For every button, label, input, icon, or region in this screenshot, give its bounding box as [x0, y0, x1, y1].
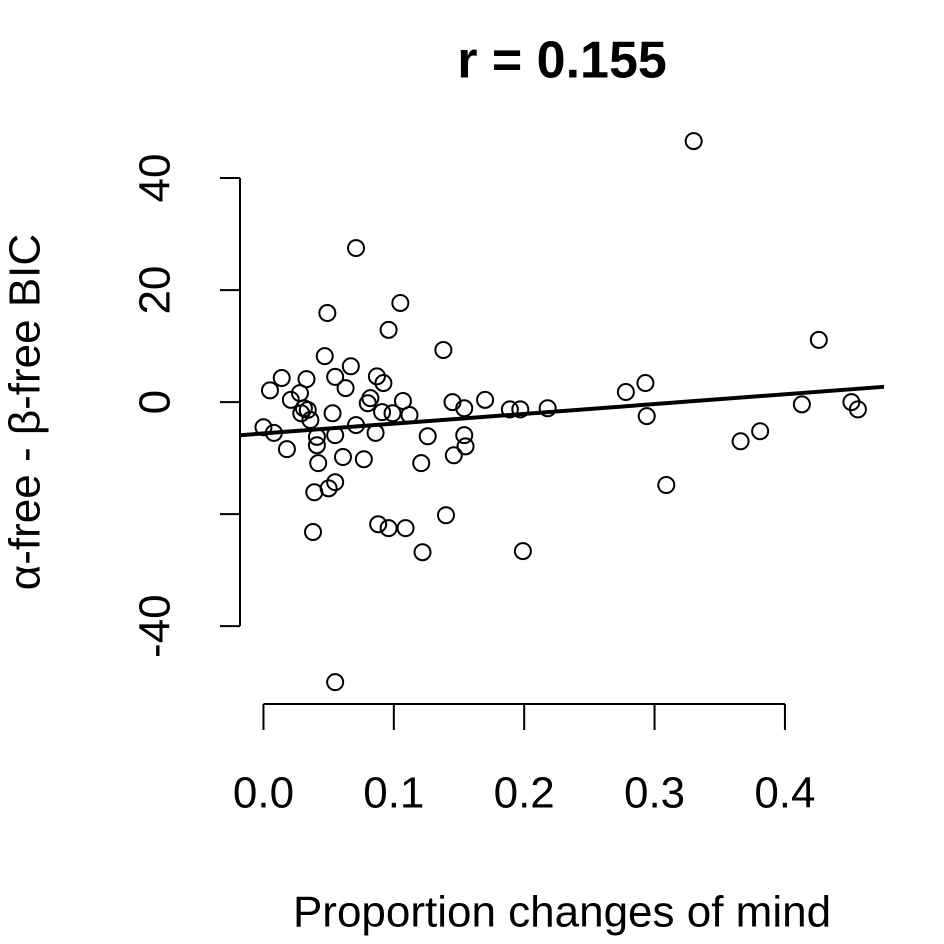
point: [326, 673, 345, 692]
point: [809, 330, 828, 349]
x-axis-label: Proportion changes of mind: [293, 888, 831, 937]
point: [379, 519, 398, 538]
point: [513, 542, 532, 561]
x-tick-label: 0.2: [494, 769, 555, 818]
point: [456, 437, 475, 456]
point: [333, 447, 352, 466]
point: [391, 293, 410, 312]
point: [792, 395, 811, 414]
y-tick-label: -40: [131, 594, 180, 658]
chart-title: r = 0.155: [457, 32, 667, 90]
point: [318, 304, 337, 323]
point: [304, 523, 323, 542]
point: [367, 367, 386, 386]
point: [374, 374, 393, 393]
point: [511, 400, 530, 419]
point: [315, 347, 334, 366]
point: [412, 454, 431, 473]
point: [272, 369, 291, 388]
point: [369, 515, 388, 534]
point: [260, 381, 279, 400]
x-tick-label: 0.1: [363, 769, 424, 818]
point: [436, 506, 455, 525]
point: [444, 446, 463, 465]
point: [297, 370, 316, 389]
point: [341, 357, 360, 376]
x-tick-label: 0.0: [233, 769, 294, 818]
point: [751, 422, 770, 441]
point: [848, 400, 867, 419]
x-tick-label: 0.3: [624, 769, 685, 818]
point: [326, 473, 345, 492]
point: [361, 389, 380, 408]
regression-line: [239, 384, 885, 438]
point: [336, 379, 355, 398]
point: [476, 390, 495, 409]
point: [379, 320, 398, 339]
point: [434, 341, 453, 360]
point: [281, 390, 300, 409]
point: [500, 400, 519, 419]
x-tick-label: 0.4: [754, 769, 815, 818]
point: [637, 407, 656, 426]
point: [373, 403, 392, 422]
point: [277, 440, 296, 459]
point: [455, 399, 474, 418]
point: [326, 367, 345, 386]
point: [616, 383, 635, 402]
point: [309, 454, 328, 473]
point: [418, 427, 437, 446]
point: [396, 519, 415, 538]
point: [319, 479, 338, 498]
point: [354, 450, 373, 469]
y-axis-label: α-free - β-free BIC: [1, 234, 50, 590]
point: [731, 432, 750, 451]
point: [323, 404, 342, 423]
point: [347, 239, 366, 258]
point: [298, 400, 317, 419]
point: [636, 374, 655, 393]
point: [684, 132, 703, 151]
y-tick-label: 40: [131, 154, 180, 203]
point: [383, 404, 402, 423]
point: [657, 475, 676, 494]
y-tick-label: 0: [131, 390, 180, 414]
point: [455, 426, 474, 445]
y-tick-label: 20: [131, 266, 180, 315]
point: [307, 436, 326, 455]
point: [413, 543, 432, 562]
point: [538, 399, 557, 418]
